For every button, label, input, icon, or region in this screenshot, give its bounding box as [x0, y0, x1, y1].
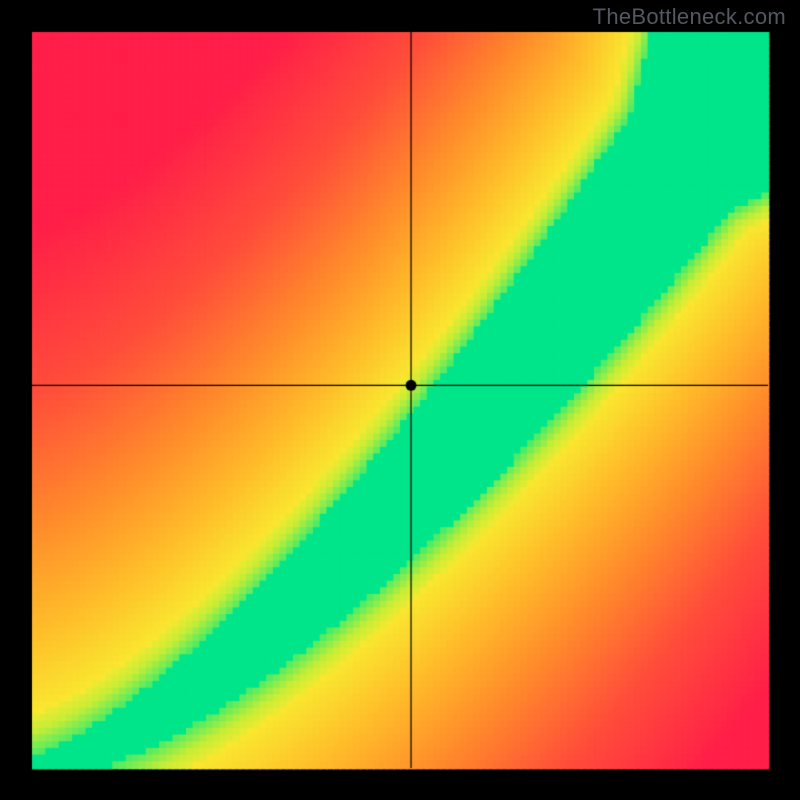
- chart-frame: TheBottleneck.com: [0, 0, 800, 800]
- bottleneck-heatmap-canvas: [0, 0, 800, 800]
